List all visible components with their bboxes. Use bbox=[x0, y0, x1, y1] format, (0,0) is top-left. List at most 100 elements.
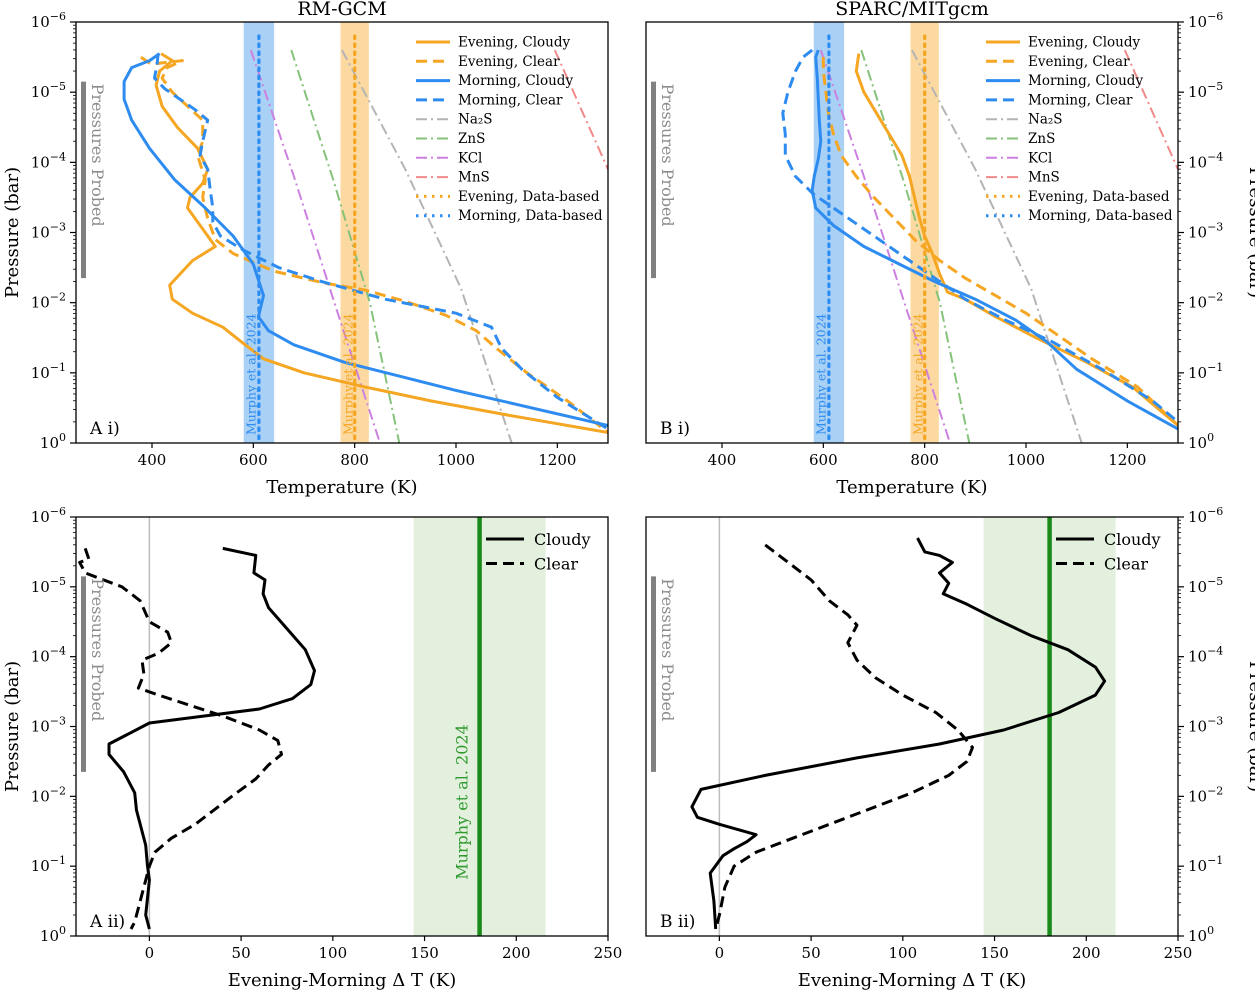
legend-entry: Na₂S bbox=[458, 112, 493, 128]
legend-entry: Cloudy bbox=[534, 530, 591, 549]
legend: Evening, Cloudy Evening, Clear Morning, Cl… bbox=[416, 35, 603, 224]
series-morning-cloudy bbox=[122, 52, 608, 427]
x-tick-label: 100 bbox=[889, 944, 918, 962]
plot-area bbox=[122, 22, 608, 443]
x-tick-label: 400 bbox=[708, 451, 737, 469]
series-evening-cloudy bbox=[854, 53, 1178, 427]
y-axis-label: Pressure (bar) bbox=[1245, 661, 1255, 792]
series-zns bbox=[860, 49, 971, 443]
y-axis-label: Pressure (bar) bbox=[2, 661, 23, 792]
legend-entry: MnS bbox=[458, 170, 490, 186]
probe-label: Pressures Probed bbox=[658, 84, 677, 227]
x-tick-label: 100 bbox=[319, 944, 348, 962]
probe-label: Pressures Probed bbox=[88, 84, 107, 227]
legend-entry: ZnS bbox=[458, 131, 485, 147]
panel-label: A i) bbox=[89, 419, 120, 439]
x-tick-label: 50 bbox=[232, 944, 251, 962]
y-tick-label: 10−5 bbox=[1188, 575, 1223, 596]
x-tick-label: 600 bbox=[809, 451, 838, 469]
x-tick-label: 600 bbox=[239, 451, 268, 469]
legend: Cloudy Clear bbox=[1056, 530, 1161, 574]
y-tick-label: 10−5 bbox=[1188, 80, 1223, 101]
legend-entry: Evening, Cloudy bbox=[1028, 35, 1141, 51]
series-cloudy bbox=[107, 546, 316, 930]
y-tick-label: 10−2 bbox=[31, 784, 66, 805]
y-tick-label: 10−3 bbox=[1188, 221, 1223, 242]
probe-bar bbox=[81, 81, 86, 279]
panel-b-ii: 0 50 100 150 200 25010010−110−210−310−410−510… bbox=[645, 505, 1255, 991]
plot-area bbox=[690, 517, 1116, 936]
x-tick-label: 1000 bbox=[437, 451, 475, 469]
legend-entry: Morning, Clear bbox=[1028, 92, 1133, 108]
y-tick-label: 100 bbox=[1188, 431, 1214, 452]
y-tick-label: 10−2 bbox=[1188, 784, 1223, 805]
legend-entry: Clear bbox=[534, 555, 578, 574]
plot-area bbox=[781, 22, 1178, 443]
x-tick-label: 0 bbox=[715, 944, 725, 962]
x-tick-label: 200 bbox=[1072, 944, 1101, 962]
legend-entry: Morning, Cloudy bbox=[458, 73, 573, 89]
panel-b-i: Murphy et al. 2024 Murphy et al. 2024 400 6… bbox=[645, 0, 1255, 498]
legend-entry: MnS bbox=[1028, 170, 1060, 186]
series-mns bbox=[1123, 49, 1178, 170]
probe-label: Pressures Probed bbox=[88, 578, 107, 721]
reference-label: Murphy et al. 2024 bbox=[910, 313, 925, 435]
reference-label: Murphy et al. 2024 bbox=[453, 724, 472, 880]
legend-entry: Na₂S bbox=[1028, 112, 1063, 128]
y-tick-label: 10−1 bbox=[31, 361, 66, 382]
y-tick-label: 100 bbox=[40, 924, 66, 945]
panel-title: RM-GCM bbox=[297, 0, 386, 20]
legend-entry: Evening, Cloudy bbox=[458, 35, 571, 51]
y-tick-label: 10−6 bbox=[1188, 10, 1223, 31]
y-tick-label: 10−6 bbox=[31, 10, 66, 31]
legend-entry: Clear bbox=[1104, 555, 1148, 574]
y-tick-label: 10−1 bbox=[31, 854, 66, 875]
y-tick-label: 10−3 bbox=[31, 715, 66, 736]
x-axis-label: Evening-Morning Δ T (K) bbox=[228, 970, 457, 991]
series-clear bbox=[714, 543, 974, 930]
y-tick-label: 10−6 bbox=[31, 505, 66, 526]
y-axis-label: Pressure (bar) bbox=[1245, 167, 1255, 298]
legend-entry: Evening, Data-based bbox=[458, 189, 600, 205]
series-na-s bbox=[341, 49, 513, 443]
legend-entry: Morning, Data-based bbox=[1028, 208, 1173, 224]
x-axis-label: Temperature (K) bbox=[836, 477, 987, 498]
y-tick-label: 10−3 bbox=[31, 221, 66, 242]
legend-entry: Cloudy bbox=[1104, 530, 1161, 549]
panel-label: A ii) bbox=[89, 912, 125, 932]
panel-a-i: Murphy et al. 2024 Murphy et al. 2024 400 6… bbox=[2, 0, 609, 498]
series-kcl bbox=[249, 49, 381, 443]
x-tick-label: 1000 bbox=[1007, 451, 1045, 469]
legend: Evening, Cloudy Evening, Clear Morning, Cl… bbox=[986, 35, 1173, 224]
y-tick-label: 10−4 bbox=[31, 150, 66, 171]
x-tick-label: 200 bbox=[502, 944, 531, 962]
series-evening-clear bbox=[140, 55, 608, 434]
x-tick-label: 150 bbox=[410, 944, 439, 962]
probe-bar bbox=[651, 576, 656, 772]
y-tick-label: 10−3 bbox=[1188, 715, 1223, 736]
plot-area bbox=[78, 517, 546, 936]
reference-label: Murphy et al. 2024 bbox=[244, 313, 259, 435]
series-morning-clear bbox=[153, 53, 608, 431]
y-tick-label: 10−5 bbox=[31, 80, 66, 101]
y-tick-label: 10−4 bbox=[1188, 150, 1223, 171]
y-tick-label: 10−2 bbox=[1188, 291, 1223, 312]
panel-title: SPARC/MITgcm bbox=[835, 0, 988, 20]
probe-label: Pressures Probed bbox=[658, 578, 677, 721]
y-tick-label: 10−1 bbox=[1188, 854, 1223, 875]
legend-entry: Evening, Clear bbox=[458, 54, 560, 70]
y-tick-label: 10−1 bbox=[1188, 361, 1223, 382]
x-tick-label: 0 bbox=[145, 944, 155, 962]
reference-label: Murphy et al. 2024 bbox=[340, 313, 355, 435]
legend-entry: Morning, Data-based bbox=[458, 208, 603, 224]
legend-entry: Morning, Cloudy bbox=[1028, 73, 1143, 89]
y-tick-label: 10−5 bbox=[31, 575, 66, 596]
y-tick-label: 100 bbox=[40, 431, 66, 452]
x-tick-label: 800 bbox=[340, 451, 369, 469]
legend: Cloudy Clear bbox=[486, 530, 591, 574]
series-morning-clear bbox=[781, 48, 1178, 424]
legend-entry: Morning, Clear bbox=[458, 92, 563, 108]
series-mns bbox=[553, 49, 608, 170]
legend-entry: Evening, Data-based bbox=[1028, 189, 1170, 205]
x-axis-label: Temperature (K) bbox=[266, 477, 417, 498]
